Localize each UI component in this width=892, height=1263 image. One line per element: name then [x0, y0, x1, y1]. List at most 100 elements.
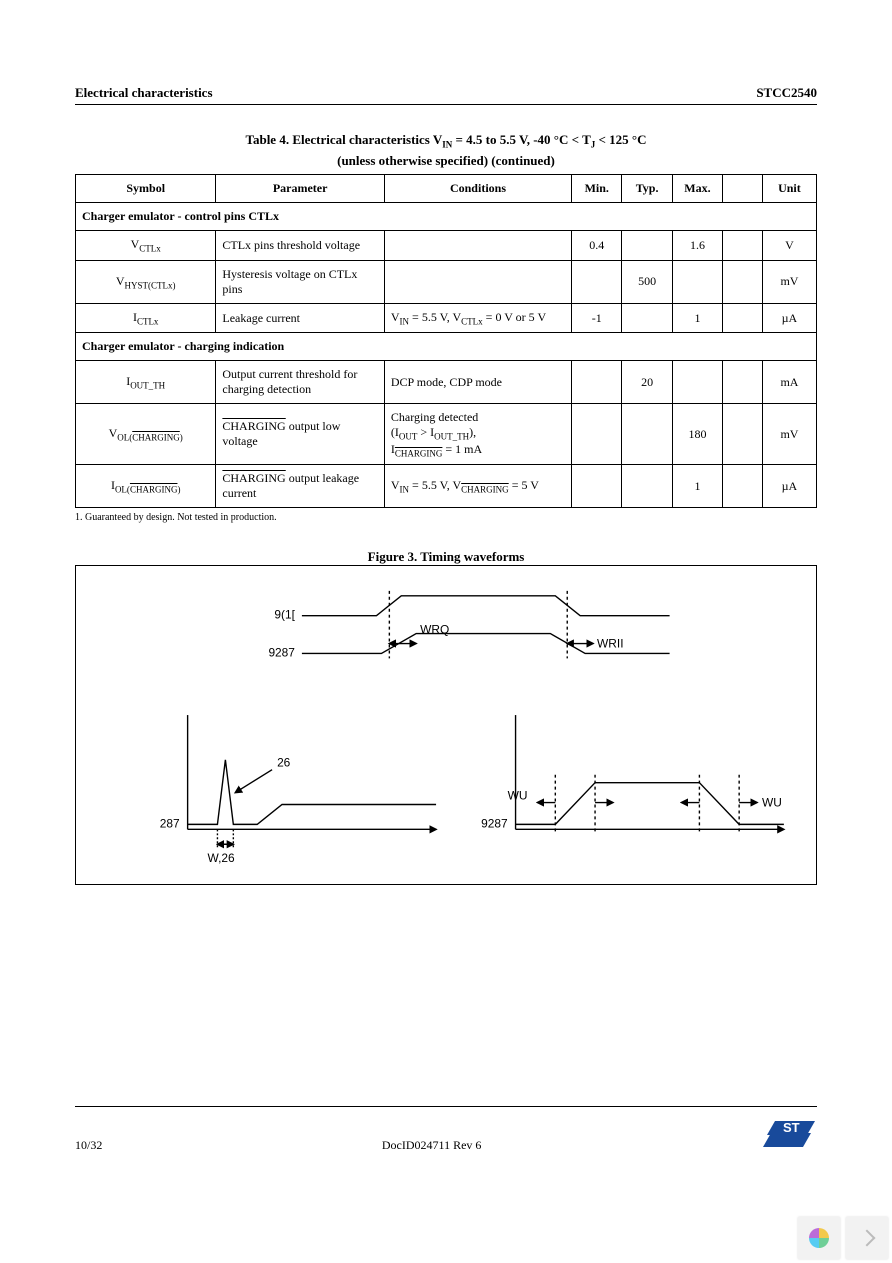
cell-min: -1	[572, 303, 622, 332]
cell-empty	[723, 361, 763, 404]
caption-part-b: = 4.5 to 5.5 V, -40 °C < T	[452, 132, 590, 147]
label-vout-top: 9287	[268, 645, 295, 659]
table-row: VHYST(CTLx) Hysteresis voltage on CTLx p…	[76, 260, 817, 303]
section-row-ctlx: Charger emulator - control pins CTLx	[76, 203, 817, 231]
cell-symbol: VCTLx	[76, 231, 216, 260]
header-left: Electrical characteristics	[75, 85, 213, 101]
timing-waveforms-figure: 9(1[ 9287 WRQ WRII 26 W,26	[75, 565, 817, 885]
th-typ: Typ.	[622, 175, 672, 203]
label-isc: 26	[277, 756, 291, 770]
label-tr-2: WU	[762, 796, 782, 810]
cell-typ	[622, 465, 672, 508]
cell-unit: µA	[762, 303, 816, 332]
table-footnote: 1. Guaranteed by design. Not tested in p…	[75, 512, 817, 523]
cell-cond	[384, 260, 571, 303]
cell-symbol: ICTLx	[76, 303, 216, 332]
cell-max: 1.6	[672, 231, 722, 260]
waveforms-svg: 9(1[ 9287 WRQ WRII 26 W,26	[76, 566, 816, 884]
figure-caption: Figure 3. Timing waveforms	[75, 549, 817, 565]
cell-max: 1	[672, 465, 722, 508]
electrical-characteristics-table: Symbol Parameter Conditions Min. Typ. Ma…	[75, 174, 817, 508]
caption-part-a: Table 4. Electrical characteristics V	[245, 132, 442, 147]
cell-cond: VIN = 5.5 V, VCHARGING = 5 V	[384, 465, 571, 508]
page-header: Electrical characteristics STCC2540	[75, 85, 817, 105]
cell-cond: Charging detected (IOUT > IOUT_TH), ICHA…	[384, 404, 571, 465]
table-caption: Table 4. Electrical characteristics VIN …	[135, 131, 757, 170]
cell-param: Leakage current	[216, 303, 384, 332]
cell-typ	[622, 303, 672, 332]
cell-min	[572, 260, 622, 303]
label-tr-1: WU	[508, 789, 528, 803]
cell-empty	[723, 231, 763, 260]
table-row: VOL(CHARGING) CHARGING output low voltag…	[76, 404, 817, 465]
caption-sub-in: IN	[442, 140, 452, 150]
cell-symbol: VOL(CHARGING)	[76, 404, 216, 465]
cell-min	[572, 361, 622, 404]
th-symbol: Symbol	[76, 175, 216, 203]
cell-unit: mA	[762, 361, 816, 404]
th-conditions: Conditions	[384, 175, 571, 203]
cell-unit: µA	[762, 465, 816, 508]
caption-part-c: < 125 °C	[595, 132, 646, 147]
cell-empty	[723, 260, 763, 303]
cell-max	[672, 260, 722, 303]
page-number: 10/32	[75, 1138, 102, 1153]
cell-param: CTLx pins threshold voltage	[216, 231, 384, 260]
page-footer: 10/32 DocID024711 Rev 6 ST	[75, 1106, 817, 1153]
label-tisc: W,26	[208, 851, 236, 865]
cell-min	[572, 404, 622, 465]
cell-param: Output current threshold for charging de…	[216, 361, 384, 404]
cell-typ	[622, 231, 672, 260]
section-row-charging: Charger emulator - charging indication	[76, 333, 817, 361]
label-iout-bl: 287	[160, 816, 180, 830]
cell-unit: V	[762, 231, 816, 260]
cell-symbol: IOL(CHARGING)	[76, 465, 216, 508]
svg-text:ST: ST	[783, 1120, 800, 1135]
cell-empty	[723, 303, 763, 332]
cell-typ: 500	[622, 260, 672, 303]
cell-typ	[622, 404, 672, 465]
table-header-row: Symbol Parameter Conditions Min. Typ. Ma…	[76, 175, 817, 203]
th-min: Min.	[572, 175, 622, 203]
cell-cond: DCP mode, CDP mode	[384, 361, 571, 404]
cell-param: CHARGING output low voltage	[216, 404, 384, 465]
table-row: IOL(CHARGING) CHARGING output leakage cu…	[76, 465, 817, 508]
section-ctlx: Charger emulator - control pins CTLx	[76, 203, 817, 231]
table-row: VCTLx CTLx pins threshold voltage 0.4 1.…	[76, 231, 817, 260]
th-empty	[723, 175, 763, 203]
cell-empty	[723, 465, 763, 508]
th-unit: Unit	[762, 175, 816, 203]
label-ton: WRQ	[420, 623, 449, 637]
cell-typ: 20	[622, 361, 672, 404]
table-row: IOUT_TH Output current threshold for cha…	[76, 361, 817, 404]
viewer-app-button[interactable]	[798, 1217, 840, 1259]
cell-empty	[723, 404, 763, 465]
pinwheel-icon	[808, 1227, 830, 1249]
label-vout-br: 9287	[481, 816, 508, 830]
label-vin: 9(1[	[274, 608, 295, 622]
datasheet-page: Electrical characteristics STCC2540 Tabl…	[0, 0, 892, 1263]
cell-max	[672, 361, 722, 404]
label-toff: WRII	[597, 637, 623, 651]
cell-symbol: VHYST(CTLx)	[76, 260, 216, 303]
st-logo-icon: ST	[761, 1113, 817, 1153]
th-parameter: Parameter	[216, 175, 384, 203]
cell-max: 180	[672, 404, 722, 465]
viewer-toolbar	[794, 1213, 892, 1263]
cell-param: CHARGING output leakage current	[216, 465, 384, 508]
cell-min	[572, 465, 622, 508]
cell-unit: mV	[762, 260, 816, 303]
cell-symbol: IOUT_TH	[76, 361, 216, 404]
section-charging: Charger emulator - charging indication	[76, 333, 817, 361]
cell-cond	[384, 231, 571, 260]
chevron-right-icon	[859, 1230, 876, 1247]
cell-param: Hysteresis voltage on CTLx pins	[216, 260, 384, 303]
cell-max: 1	[672, 303, 722, 332]
next-page-button[interactable]	[846, 1217, 888, 1259]
th-max: Max.	[672, 175, 722, 203]
cell-min: 0.4	[572, 231, 622, 260]
header-right: STCC2540	[756, 85, 817, 101]
doc-id: DocID024711 Rev 6	[382, 1138, 482, 1153]
caption-line2: (unless otherwise specified) (continued)	[337, 153, 555, 168]
cell-cond: VIN = 5.5 V, VCTLx = 0 V or 5 V	[384, 303, 571, 332]
